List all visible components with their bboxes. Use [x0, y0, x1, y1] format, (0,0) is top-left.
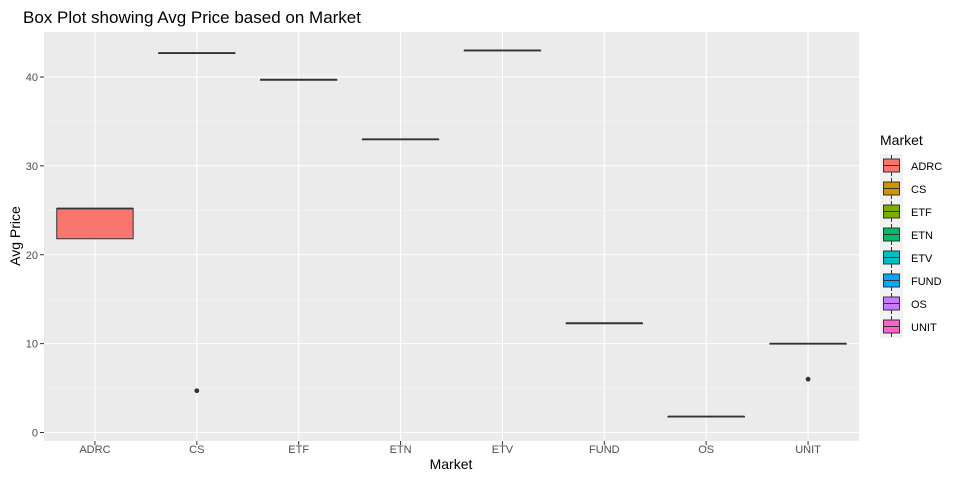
legend-label: OS [911, 299, 927, 311]
y-tick-label: 30 [26, 161, 38, 173]
legend-key-etf: ETF [880, 200, 932, 223]
gridlines [44, 32, 859, 441]
chart-title: Box Plot showing Avg Price based on Mark… [23, 8, 361, 27]
box-fund [565, 322, 644, 325]
x-axis-label: Market [430, 456, 473, 472]
y-tick-label: 0 [32, 428, 38, 440]
x-tick-label: OS [698, 444, 714, 456]
x-tick-label: FUND [589, 444, 620, 456]
legend-label: ADRC [911, 161, 942, 173]
legend-key-fund: FUND [880, 269, 942, 292]
legend-label: UNIT [911, 322, 937, 334]
outlier-point [805, 376, 811, 382]
x-tick-label: ETV [492, 444, 514, 456]
y-tick-label: 40 [26, 72, 38, 84]
x-axis-ticks: ADRC CS ETF ETN ETV FUND OS UNIT [79, 441, 821, 456]
box-etn [361, 138, 440, 141]
box-etv [463, 49, 542, 52]
legend-title: Market [880, 132, 923, 148]
x-tick-label: UNIT [795, 444, 821, 456]
outlier-point [194, 388, 200, 394]
x-tick-label: ETF [288, 444, 309, 456]
plot-panel [44, 32, 859, 441]
box-etf [259, 78, 338, 81]
legend-label: FUND [911, 276, 942, 288]
box-adrc [56, 207, 134, 240]
x-tick-label: CS [189, 444, 204, 456]
box-os [667, 415, 745, 418]
x-tick-label: ADRC [79, 444, 110, 456]
legend-key-adrc: ADRC [880, 154, 942, 177]
box-cs [158, 52, 236, 394]
y-axis-label: Avg Price [7, 206, 23, 266]
legend-label: ETN [911, 230, 933, 242]
legend-key-os: OS [880, 292, 927, 315]
x-tick-label: ETN [390, 444, 412, 456]
legend-label: CS [911, 184, 926, 196]
legend: Market ADRC CS ETF ETN ETV FUND OS UNIT [880, 132, 942, 338]
legend-label: ETF [911, 207, 932, 219]
legend-key-cs: CS [880, 177, 926, 200]
box-iqr [56, 208, 134, 240]
y-tick-label: 10 [26, 339, 38, 351]
legend-key-unit: UNIT [880, 315, 937, 338]
legend-key-etv: ETV [880, 246, 933, 269]
legend-key-etn: ETN [880, 223, 933, 246]
legend-label: ETV [911, 253, 933, 265]
box-unit [769, 342, 847, 382]
boxes [56, 49, 847, 418]
y-tick-label: 20 [26, 250, 38, 262]
y-axis-ticks: 0 10 20 30 40 [26, 72, 44, 440]
